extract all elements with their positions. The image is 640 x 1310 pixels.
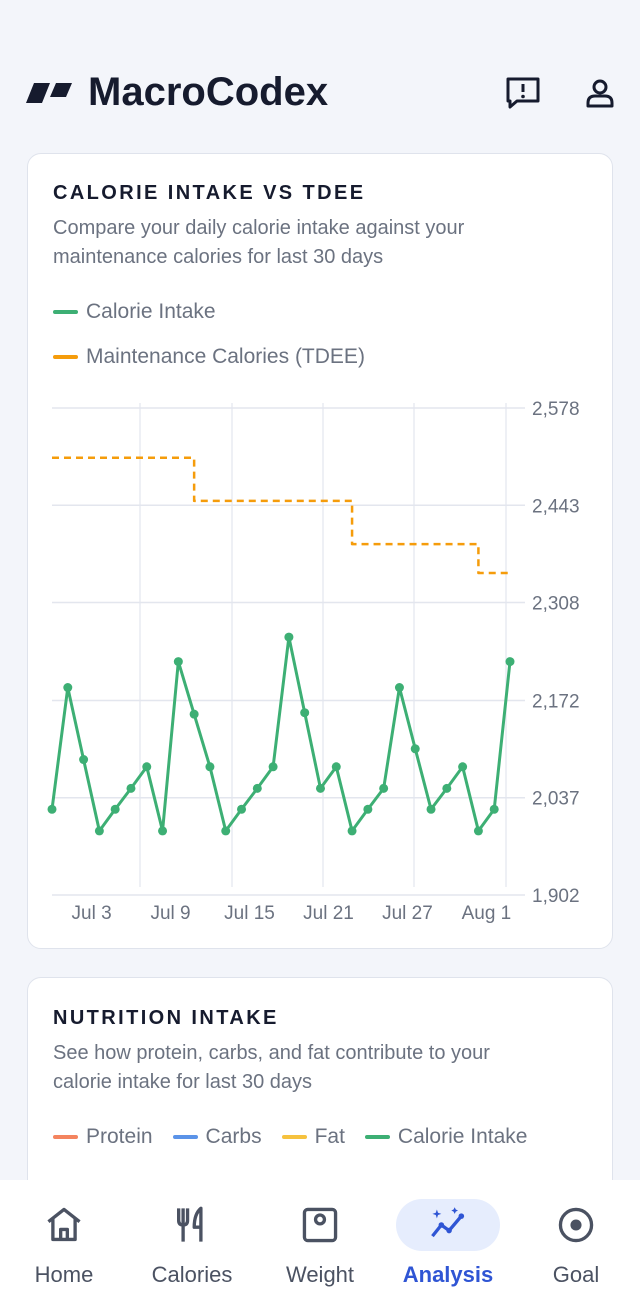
nav-icon bbox=[302, 1207, 338, 1243]
card-subtitle: Compare your daily calorie intake agains… bbox=[53, 217, 465, 268]
profile-button[interactable] bbox=[585, 78, 617, 110]
data-point bbox=[489, 804, 499, 814]
data-point bbox=[458, 762, 468, 772]
data-point bbox=[473, 826, 483, 836]
logo bbox=[26, 83, 72, 103]
legend-label: Protein bbox=[86, 1125, 153, 1148]
legend-label: Calorie Intake bbox=[86, 300, 216, 323]
data-point bbox=[94, 826, 104, 836]
legend-item: Carbs bbox=[172, 1125, 262, 1149]
nav-label: Calories bbox=[151, 1262, 233, 1287]
x-tick-label: Jul 3 bbox=[72, 903, 112, 924]
intake-line bbox=[50, 635, 512, 833]
data-point bbox=[205, 762, 215, 772]
data-point bbox=[189, 709, 199, 719]
data-point bbox=[284, 632, 294, 642]
data-point bbox=[173, 657, 183, 667]
tdee-line bbox=[52, 456, 512, 575]
data-point bbox=[363, 804, 373, 814]
data-point bbox=[142, 762, 152, 772]
legend-label: Fat bbox=[314, 1125, 345, 1148]
nav-icon bbox=[431, 1207, 465, 1238]
card-subtitle: See how protein, carbs, and fat contribu… bbox=[53, 1042, 490, 1093]
data-point bbox=[505, 657, 515, 667]
legend-item: Fat bbox=[281, 1125, 345, 1149]
nav-label: Home bbox=[34, 1262, 94, 1287]
nav-item[interactable]: Weight bbox=[256, 1180, 384, 1310]
legend-swatch bbox=[53, 310, 78, 314]
data-point bbox=[426, 804, 436, 814]
legend-label: Carbs bbox=[205, 1125, 262, 1148]
data-point bbox=[347, 826, 357, 836]
calorie-card bbox=[27, 153, 613, 949]
data-point bbox=[442, 783, 452, 793]
nav-icon bbox=[177, 1206, 203, 1242]
x-tick-label: Jul 15 bbox=[224, 903, 275, 924]
active-pill bbox=[396, 1199, 500, 1251]
legend-item: Calorie Intake bbox=[364, 1125, 528, 1149]
legend: Protein Carbs Fat Calorie Intake bbox=[53, 1125, 548, 1149]
nav-icon bbox=[558, 1207, 594, 1243]
data-point bbox=[252, 783, 262, 793]
data-point bbox=[63, 683, 73, 693]
data-point bbox=[237, 804, 247, 814]
legend-swatch bbox=[364, 1135, 390, 1139]
data-point bbox=[394, 683, 404, 693]
nav-item[interactable]: Goal bbox=[512, 1180, 640, 1310]
legend-swatch bbox=[53, 355, 78, 359]
nav-label: Weight bbox=[285, 1262, 355, 1287]
nav-label: Goal bbox=[552, 1262, 600, 1287]
x-tick-label: Jul 21 bbox=[303, 903, 354, 924]
data-point bbox=[126, 783, 136, 793]
y-tick-label: 2,578 bbox=[532, 399, 580, 420]
feedback-button[interactable] bbox=[505, 76, 541, 110]
nav-icon bbox=[47, 1207, 81, 1242]
y-tick-label: 2,172 bbox=[532, 691, 580, 712]
data-point bbox=[331, 762, 341, 772]
legend-swatch bbox=[53, 1135, 78, 1139]
data-point bbox=[47, 804, 57, 814]
data-point bbox=[79, 755, 89, 765]
nav-item[interactable]: Analysis bbox=[384, 1180, 512, 1310]
data-point bbox=[379, 783, 389, 793]
app-title: MacroCodex bbox=[88, 70, 329, 114]
data-point bbox=[268, 762, 278, 772]
card-title: NUTRITION INTAKE bbox=[53, 1007, 279, 1029]
data-point bbox=[410, 744, 420, 754]
legend-item: Protein bbox=[53, 1125, 153, 1149]
card-title: CALORIE INTAKE VS TDEE bbox=[53, 182, 366, 204]
legend-swatch bbox=[172, 1135, 198, 1139]
x-tick-label: Jul 27 bbox=[382, 903, 433, 924]
legend-item: Maintenance Calories (TDEE) bbox=[53, 345, 365, 369]
nav-label: Analysis bbox=[402, 1262, 494, 1287]
y-tick-label: 2,308 bbox=[532, 594, 580, 615]
x-tick-label: Jul 9 bbox=[150, 903, 190, 924]
nav-item[interactable]: Home bbox=[0, 1180, 128, 1310]
x-tick-label: Aug 1 bbox=[462, 903, 512, 924]
nav-item[interactable]: Calories bbox=[128, 1180, 256, 1310]
legend-swatch bbox=[281, 1135, 307, 1139]
legend-label: Maintenance Calories (TDEE) bbox=[86, 345, 365, 368]
bottom-nav: Home Calories Weight Analysis Goal bbox=[0, 1180, 640, 1310]
data-point bbox=[110, 804, 120, 814]
vertical-grid bbox=[139, 403, 507, 887]
y-tick-label: 2,037 bbox=[532, 789, 580, 810]
data-point bbox=[158, 826, 168, 836]
data-point bbox=[315, 783, 325, 793]
legend-label: Calorie Intake bbox=[397, 1125, 528, 1148]
data-point bbox=[221, 826, 231, 836]
y-tick-label: 2,443 bbox=[532, 496, 580, 517]
chart: 1,902 2,037 2,172 2,308 2,443 2,578 Jul 3 Jul 9… bbox=[47, 399, 580, 924]
data-point bbox=[300, 708, 310, 718]
legend-item: Calorie Intake bbox=[53, 300, 216, 324]
y-tick-label: 1,902 bbox=[532, 886, 580, 907]
